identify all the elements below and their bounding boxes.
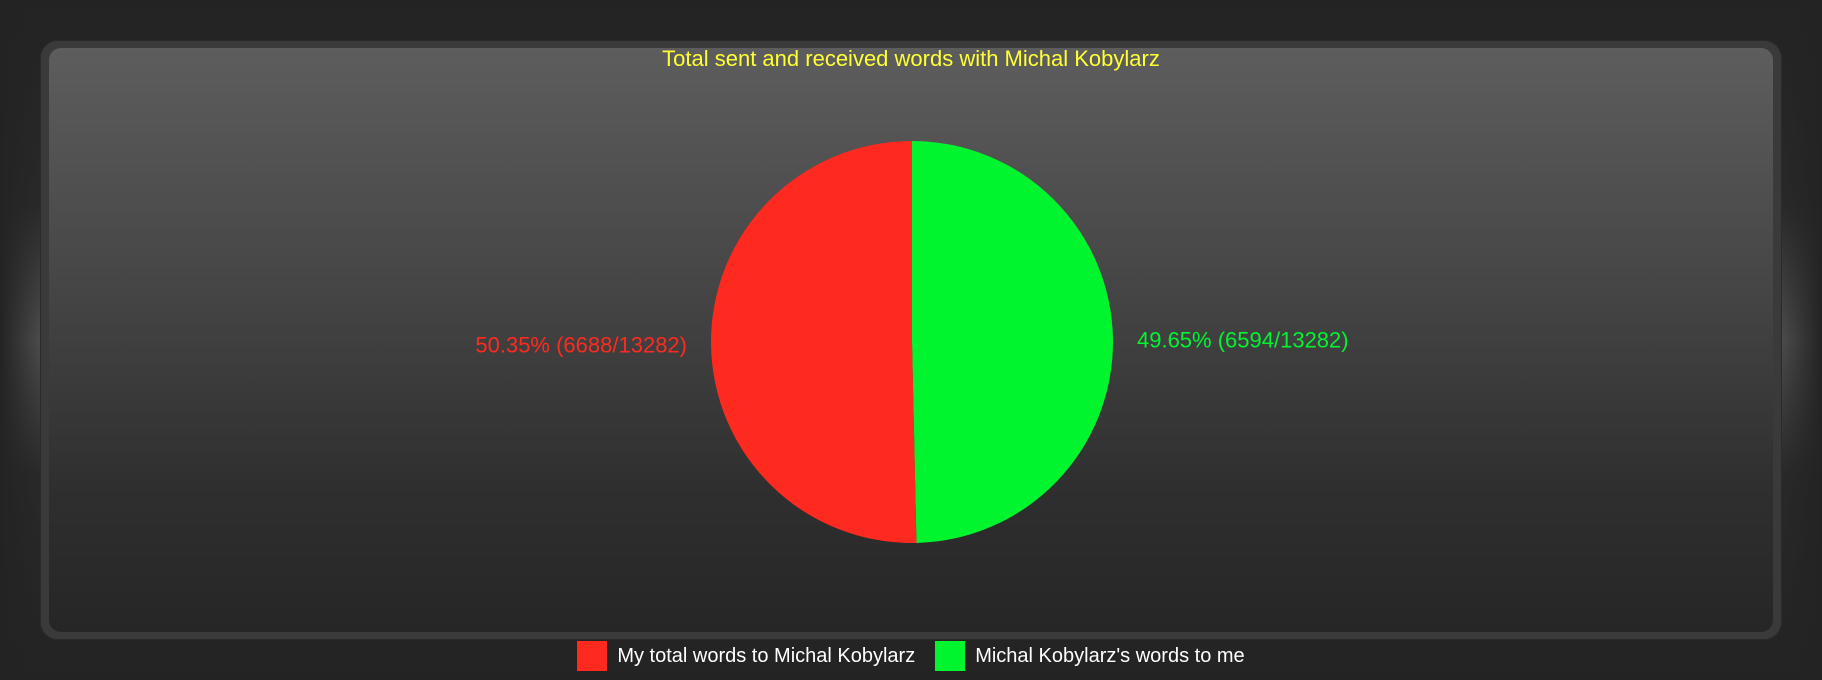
- legend-label-their-words: Michal Kobylarz's words to me: [975, 645, 1245, 667]
- pie-labels: 49.65% (6594/13282) 50.35% (6688/13282): [475, 327, 1348, 357]
- legend: My total words to Michal Kobylarz Michal…: [0, 640, 1822, 672]
- legend-swatch-their-words: [935, 641, 966, 671]
- legend-label-my-words: My total words to Michal Kobylarz: [617, 645, 916, 667]
- pie-slice-their-words[interactable]: [912, 141, 1113, 543]
- chart-title: Total sent and received words with Micha…: [662, 46, 1160, 71]
- legend-item-my-words[interactable]: My total words to Michal Kobylarz: [577, 641, 915, 671]
- slice-label-their-words: 49.65% (6594/13282): [1137, 327, 1349, 352]
- pie-slice-my-words[interactable]: [710, 141, 917, 543]
- pie-slices: [710, 141, 1113, 543]
- slice-label-my-words: 50.35% (6688/13282): [475, 333, 687, 358]
- legend-item-their-words[interactable]: Michal Kobylarz's words to me: [935, 641, 1245, 671]
- legend-swatch-my-words: [577, 641, 608, 671]
